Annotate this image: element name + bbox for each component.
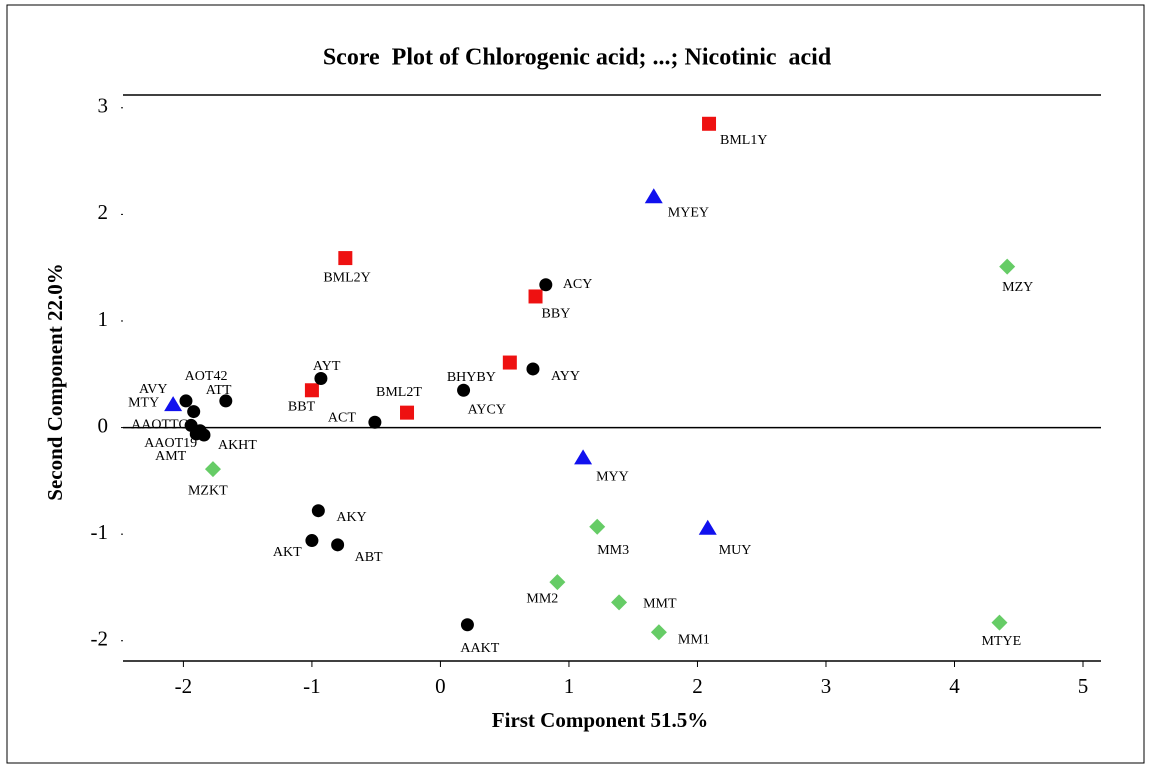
point-label: AYCY <box>468 402 506 417</box>
point <box>999 258 1016 275</box>
point <box>991 614 1008 631</box>
y-tick-label: -2 <box>91 627 109 651</box>
x-tick-label: 0 <box>435 674 446 698</box>
point-label: AAOTTG <box>131 418 189 433</box>
point <box>502 355 517 370</box>
point <box>611 594 628 611</box>
point <box>539 278 553 292</box>
point <box>164 396 183 412</box>
point-label: BML1Y <box>720 133 767 148</box>
point <box>179 394 193 408</box>
point <box>574 449 593 465</box>
point <box>528 289 543 304</box>
point-label: BML2T <box>376 385 422 400</box>
point <box>549 574 566 591</box>
point <box>460 618 474 632</box>
x-tick-label: 5 <box>1078 674 1089 698</box>
point <box>219 394 233 408</box>
point-label: MM1 <box>678 632 710 647</box>
x-tick-label: 4 <box>949 674 960 698</box>
point <box>644 188 663 204</box>
x-tick-label: 1 <box>564 674 575 698</box>
point-label: AYY <box>551 369 580 384</box>
point <box>187 405 201 419</box>
point-label: AYT <box>313 359 341 374</box>
x-tick-label: -1 <box>303 674 321 698</box>
y-tick-label: 2 <box>98 200 109 224</box>
point-label: MTYE <box>981 634 1021 649</box>
point <box>368 415 382 429</box>
point-label: AAKT <box>460 641 499 656</box>
x-tick-label: 3 <box>821 674 832 698</box>
point <box>400 405 415 420</box>
point-label: AKT <box>273 545 302 560</box>
x-tick-label: 2 <box>692 674 703 698</box>
point-label: AMT <box>155 449 187 464</box>
point-label: AVY <box>139 382 168 397</box>
y-tick-label: 3 <box>98 94 109 118</box>
point <box>338 251 353 266</box>
point-label: MYEY <box>668 205 709 220</box>
point-label: BBY <box>542 307 571 322</box>
point <box>526 362 540 376</box>
point-label: BHYBY <box>447 370 496 385</box>
point-label: AKHT <box>218 438 257 453</box>
point <box>331 538 345 552</box>
x-axis-label: First Component 51.5% <box>492 708 708 732</box>
point-label: MUY <box>719 543 752 558</box>
point <box>311 504 325 518</box>
point-label: MZKT <box>188 483 228 498</box>
point <box>698 519 717 535</box>
y-axis-label: Second Component 22.0% <box>43 263 67 500</box>
point-label: ACY <box>563 277 593 292</box>
point <box>314 372 328 386</box>
y-tick-label: 1 <box>98 307 109 331</box>
point-label: MTY <box>128 395 159 410</box>
y-tick-label: 0 <box>98 413 109 437</box>
point <box>589 518 606 535</box>
frame <box>6 4 1145 764</box>
point-label: BBT <box>288 399 316 414</box>
point <box>650 624 667 641</box>
point-label: MMT <box>643 597 677 612</box>
point <box>702 116 717 131</box>
point <box>193 424 207 438</box>
point <box>457 383 471 397</box>
point-label: AOT42 <box>185 369 228 384</box>
point-label: MZY <box>1002 280 1033 295</box>
point <box>305 534 319 548</box>
point <box>304 383 319 398</box>
point-label: BML2Y <box>323 270 370 285</box>
point-label: MYY <box>596 470 629 485</box>
x-tick-label: -2 <box>175 674 193 698</box>
chart-title: Score Plot of Chlorogenic acid; ...; Nic… <box>323 45 832 71</box>
point-label: AKY <box>336 510 366 525</box>
point-label: ABT <box>355 550 383 565</box>
point-label: MM2 <box>526 591 558 606</box>
point <box>204 461 221 478</box>
point-label: ATT <box>206 383 232 398</box>
y-tick-label: -1 <box>91 520 109 544</box>
point-label: MM3 <box>597 543 629 558</box>
point-label: AAOT19 <box>144 436 197 451</box>
point-label: ACT <box>328 410 356 425</box>
